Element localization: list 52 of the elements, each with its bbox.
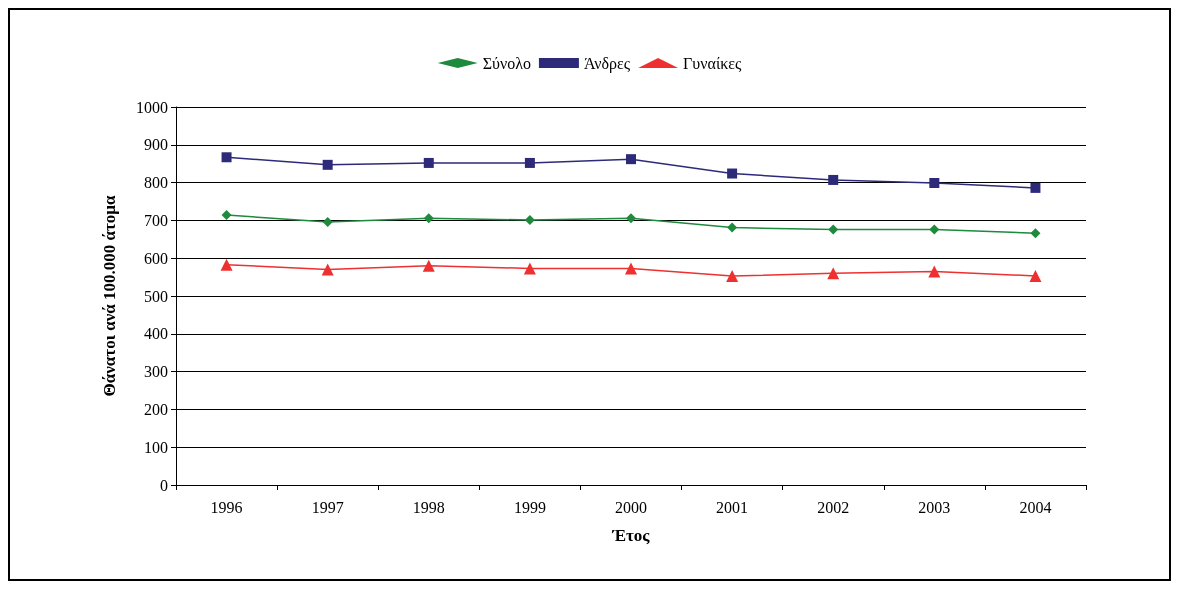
x-tick-label: 2004 xyxy=(1019,498,1052,516)
x-tick-label: 2002 xyxy=(817,498,850,516)
y-tick-label: 400 xyxy=(144,325,168,343)
y-tick-label: 600 xyxy=(144,249,168,267)
point xyxy=(626,154,636,165)
point xyxy=(221,210,232,221)
point xyxy=(828,174,839,185)
x-tick-label: 2003 xyxy=(918,498,951,516)
point xyxy=(423,213,434,224)
point xyxy=(321,263,334,276)
point xyxy=(322,216,333,227)
point xyxy=(524,157,535,168)
point xyxy=(322,159,333,170)
x-tick-label: 2001 xyxy=(716,498,749,516)
point xyxy=(929,177,940,188)
y-tick-label: 0 xyxy=(160,476,168,494)
y-tick-label: 700 xyxy=(144,211,168,229)
x-tick-label: 2000 xyxy=(615,498,647,516)
point xyxy=(727,168,738,179)
point xyxy=(422,259,435,272)
x-tick-label: 1997 xyxy=(311,498,344,516)
legend-label: Άνδρες xyxy=(583,54,631,73)
point xyxy=(523,262,536,275)
point xyxy=(423,157,434,168)
y-tick-label: 1000 xyxy=(136,98,168,116)
y-tick-label: 800 xyxy=(144,174,168,192)
y-tick-label: 100 xyxy=(144,438,168,456)
point xyxy=(827,267,840,280)
point xyxy=(726,269,739,282)
y-tick-label: 200 xyxy=(144,400,168,418)
point xyxy=(1030,182,1041,193)
y-tick-label: 300 xyxy=(144,363,168,381)
point xyxy=(626,213,636,224)
y-tick-label: 900 xyxy=(144,136,168,154)
legend-label: Γυναίκες xyxy=(683,54,742,72)
y-axis-title: Θάνατοι ανά 100.000 άτομα xyxy=(100,195,119,397)
x-tick-label: 1998 xyxy=(412,498,445,516)
y-tick-label: 500 xyxy=(144,287,168,305)
point xyxy=(1030,228,1041,239)
legend-label: Σύνολο xyxy=(482,54,531,72)
point xyxy=(1029,269,1042,282)
x-tick-label: 1996 xyxy=(210,498,243,516)
point xyxy=(220,258,233,271)
x-axis-title: Έτος xyxy=(611,526,651,545)
point xyxy=(524,215,535,226)
point xyxy=(221,152,232,163)
point xyxy=(727,222,738,233)
point xyxy=(929,224,940,235)
point xyxy=(828,224,839,235)
point xyxy=(928,265,941,278)
point xyxy=(625,262,637,275)
x-tick-label: 1999 xyxy=(513,498,546,516)
